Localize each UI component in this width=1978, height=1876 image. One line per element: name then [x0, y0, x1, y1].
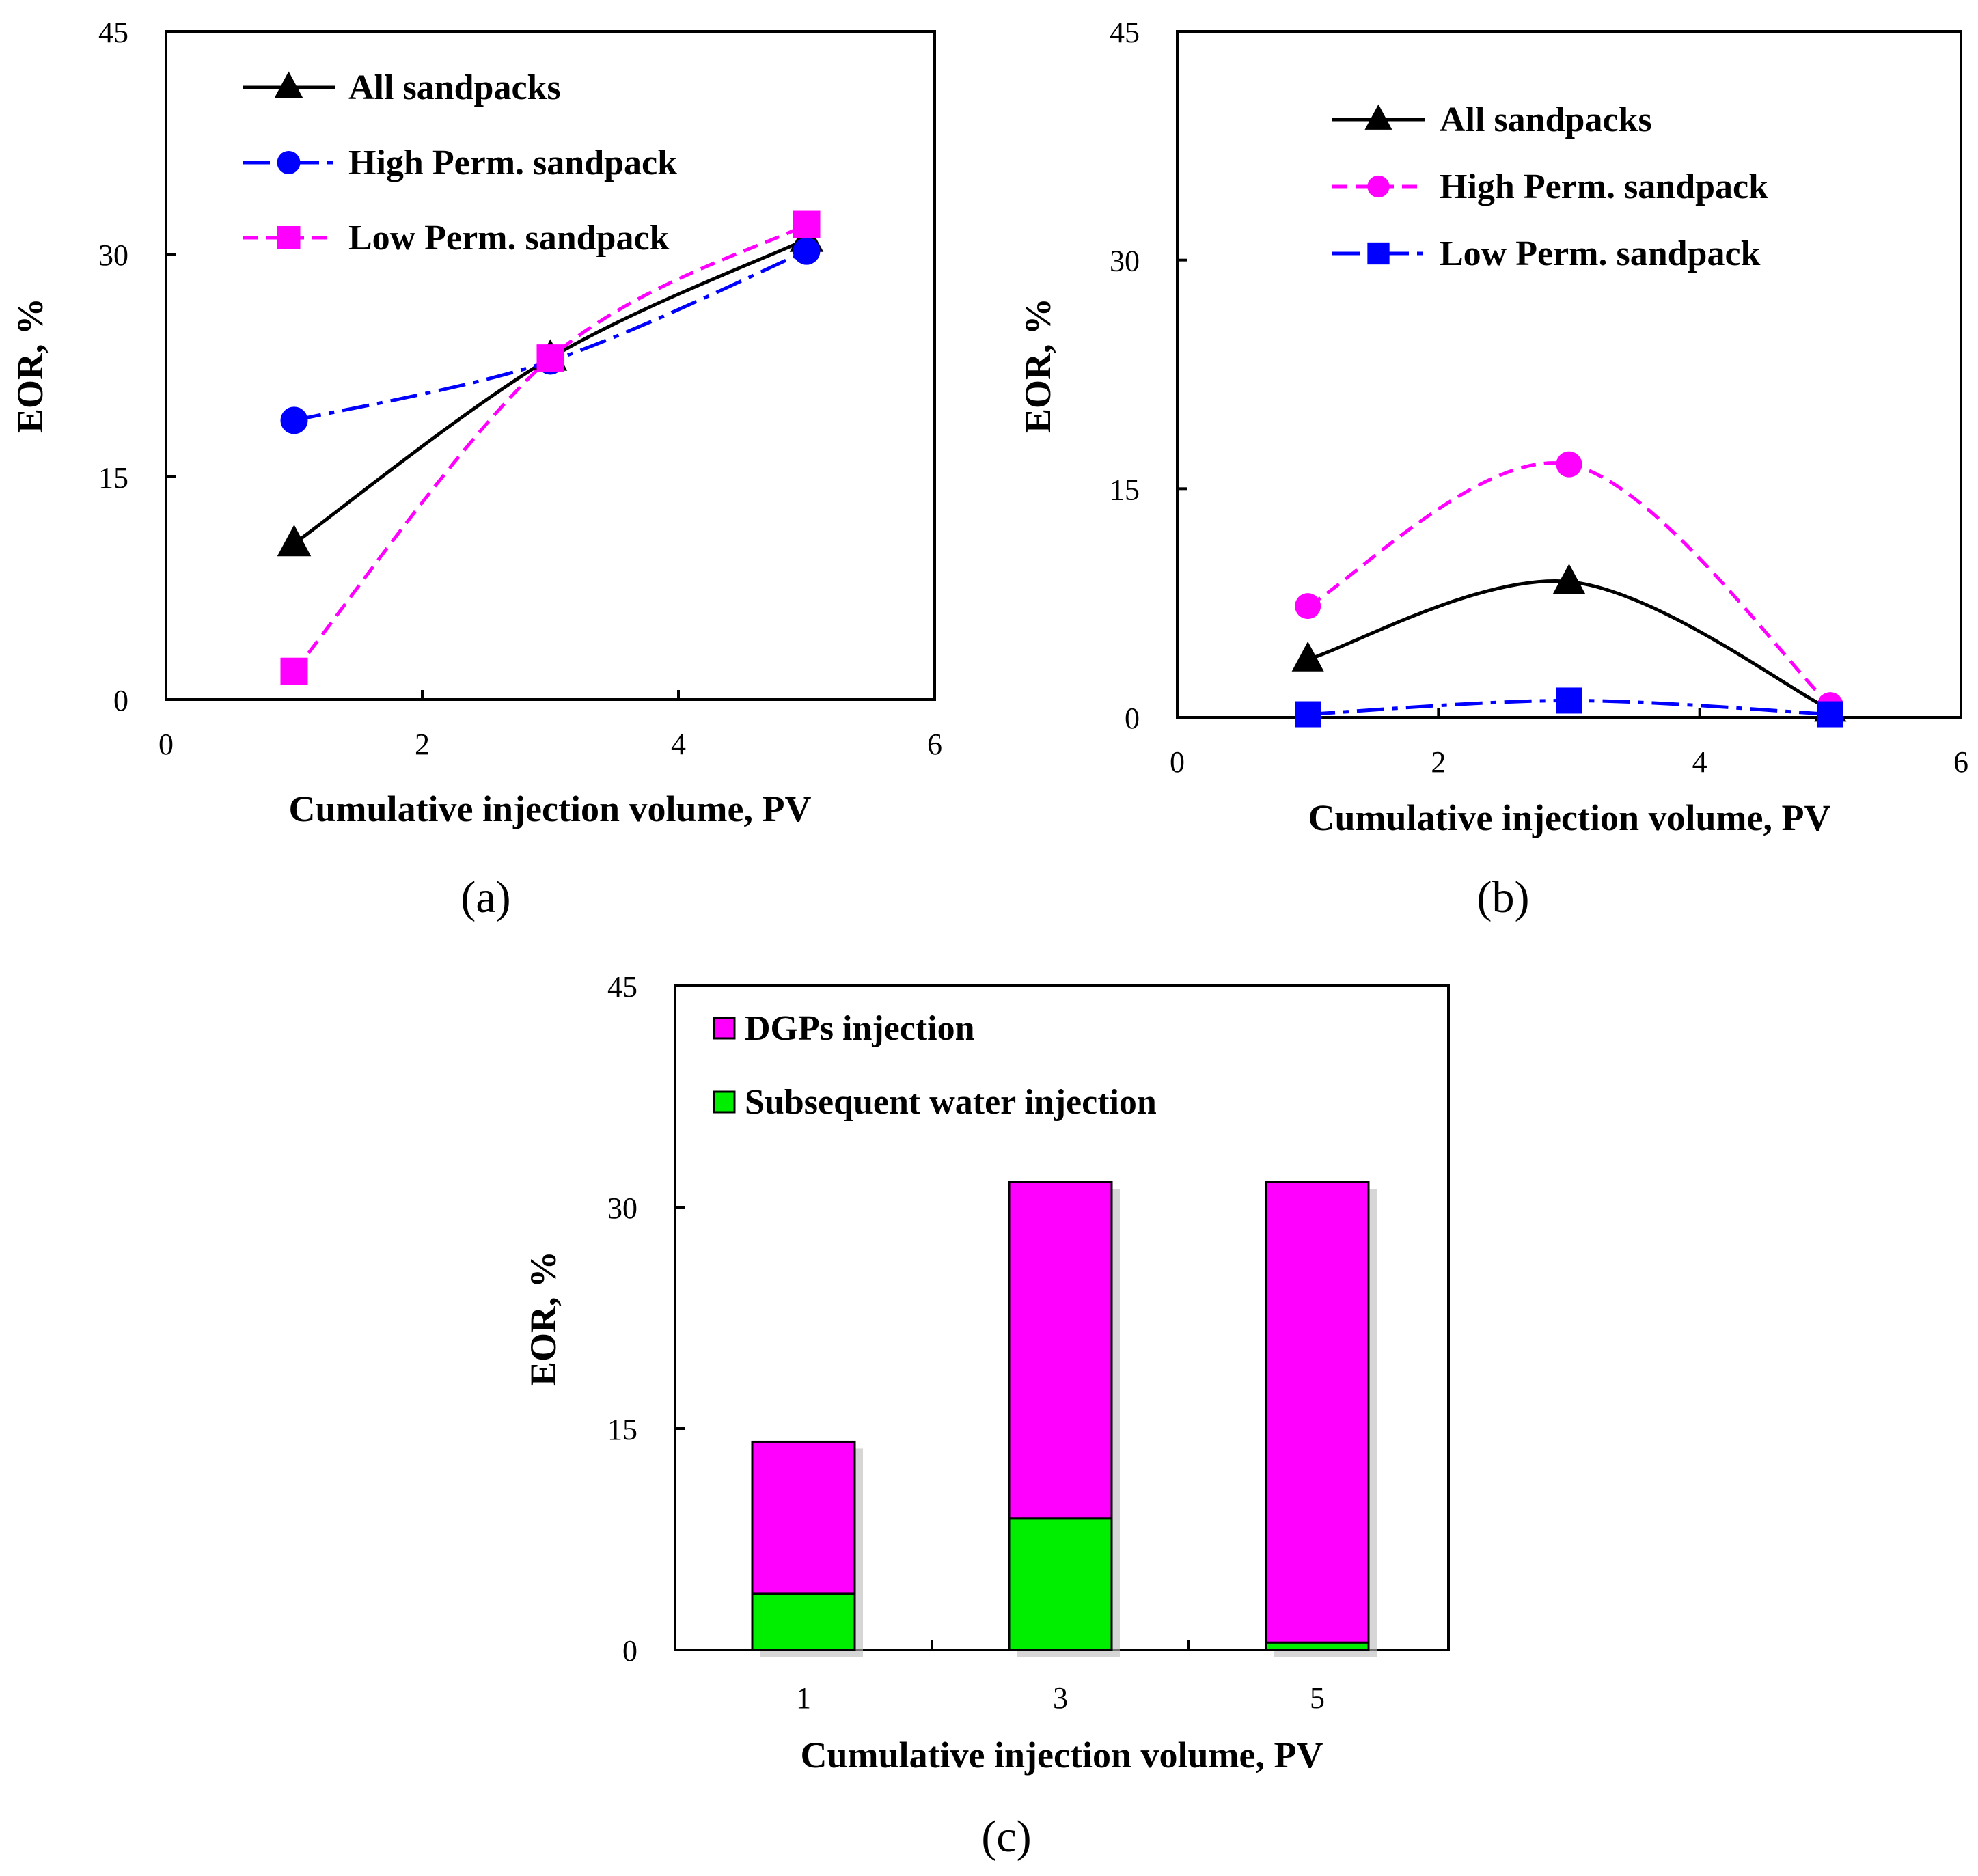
x-tick-label: 0 [1170, 745, 1185, 779]
panel-a-ylabel: EOR, % [10, 298, 51, 433]
panel-a-legend: All sandpacks High Perm. sandpack Low Perm… [243, 68, 677, 258]
x-tick-label: 0 [159, 728, 174, 761]
data-point-marker [277, 525, 312, 557]
legend-marker [1367, 175, 1390, 198]
panel-c-xlabel: Cumulative injection volume, PV [801, 1735, 1323, 1776]
bar-segment-1 [1008, 1181, 1113, 1520]
panel-b-ylabel: EOR, % [1017, 298, 1058, 433]
panel-a-plot-frame [165, 30, 936, 701]
bar-segment-0 [751, 1592, 856, 1651]
panel-c-ylabel: EOR, % [523, 1251, 564, 1386]
x-tick-label: 3 [1053, 1681, 1068, 1715]
x-tick-label: 1 [796, 1681, 811, 1715]
legend-label: Subsequent water injection [745, 1083, 1157, 1122]
bar-segment-1 [751, 1440, 856, 1595]
legend-label: DGPs injection [745, 1009, 975, 1048]
bar-segment-0 [1008, 1517, 1113, 1651]
x-tick-label: 4 [1692, 745, 1707, 779]
data-point-marker [280, 406, 308, 434]
legend-label: Low Perm. sandpack [348, 219, 670, 258]
legend-marker [1367, 242, 1390, 265]
series-line-1 [293, 249, 808, 422]
data-point-marker [280, 657, 308, 685]
panel-a-chart: 0 2 4 6 0 15 30 45 All sandpacks High Perm. sand… [10, 16, 942, 922]
panel-c-ticks: 0 15 30 45 1 3 5 [607, 970, 1325, 1715]
x-tick-label: 5 [1310, 1681, 1325, 1715]
panel-c-legend: DGPs injection Subsequent water injection [713, 1009, 1157, 1122]
data-point-marker [1295, 701, 1321, 728]
legend-marker [274, 71, 303, 98]
data-point-marker [536, 344, 564, 372]
y-tick-label: 30 [98, 238, 128, 272]
data-point-marker [793, 237, 821, 265]
panel-b-legend: All sandpacks High Perm. sandpack Low Perm… [1332, 100, 1768, 273]
x-tick-label: 6 [927, 728, 942, 761]
y-tick-label: 15 [607, 1413, 637, 1446]
x-tick-label: 2 [415, 728, 430, 761]
panel-b-xlabel: Cumulative injection volume, PV [1308, 797, 1831, 838]
panel-a-ticks: 0 2 4 6 0 15 30 45 [98, 16, 942, 761]
y-tick-label: 15 [98, 461, 128, 495]
x-tick-label: 6 [1953, 745, 1968, 779]
legend-swatch [713, 1090, 736, 1114]
y-tick-label: 30 [1110, 245, 1140, 278]
legend-label: Low Perm. sandpack [1440, 234, 1761, 273]
y-tick-label: 45 [1110, 16, 1140, 49]
y-tick-label: 30 [607, 1191, 637, 1225]
data-point-marker [1291, 641, 1324, 672]
data-point-marker [1556, 687, 1582, 714]
data-point-marker [1295, 593, 1321, 620]
y-tick-label: 45 [98, 16, 128, 49]
data-point-marker [1556, 451, 1582, 478]
y-tick-label: 45 [607, 970, 637, 1004]
panel-a-xlabel: Cumulative injection volume, PV [289, 788, 812, 829]
panel-c-chart: 0 15 30 45 1 3 5 DGPs injection Subsequent wate… [523, 970, 1450, 1862]
legend-label: All sandpacks [348, 68, 561, 107]
x-tick-label: 4 [671, 728, 686, 761]
y-tick-label: 15 [1110, 473, 1140, 506]
bar-segment-1 [1265, 1181, 1370, 1644]
legend-label: High Perm. sandpack [348, 143, 677, 182]
panel-a-marks [277, 210, 824, 685]
series-line-2 [292, 223, 808, 673]
data-point-marker [793, 210, 821, 238]
bar-segment-0 [1265, 1641, 1370, 1651]
legend-swatch [713, 1017, 736, 1040]
y-tick-label: 0 [113, 684, 128, 717]
x-tick-label: 2 [1431, 745, 1446, 779]
data-point-marker [1552, 564, 1586, 594]
y-tick-label: 0 [622, 1634, 637, 1668]
panel-b-plot-frame [1176, 30, 1962, 719]
panel-b-ticks: 0 2 4 6 0 15 30 45 [1110, 16, 1968, 779]
panel-a-label: (a) [461, 872, 510, 922]
legend-marker [277, 151, 301, 174]
y-tick-label: 0 [1125, 702, 1140, 735]
panel-c-label: (c) [981, 1812, 1031, 1862]
legend-marker [277, 226, 301, 249]
panel-b-marks [1291, 451, 1847, 728]
legend-marker [1364, 104, 1392, 130]
legend-label: High Perm. sandpack [1440, 167, 1768, 206]
data-point-marker [1817, 701, 1843, 728]
legend-label: All sandpacks [1440, 100, 1652, 139]
panel-c-marks [751, 1181, 1377, 1657]
panel-b-label: (b) [1477, 872, 1530, 922]
panel-b-chart: 0 2 4 6 0 15 30 45 All sandpacks High Perm. sand… [1017, 16, 1968, 922]
